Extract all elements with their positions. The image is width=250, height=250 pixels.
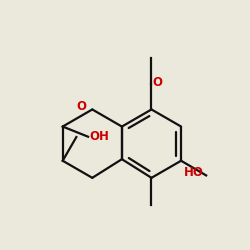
Text: O: O [153,76,163,89]
Text: OH: OH [90,130,110,143]
Text: O: O [77,100,87,114]
Text: HO: HO [184,166,204,179]
